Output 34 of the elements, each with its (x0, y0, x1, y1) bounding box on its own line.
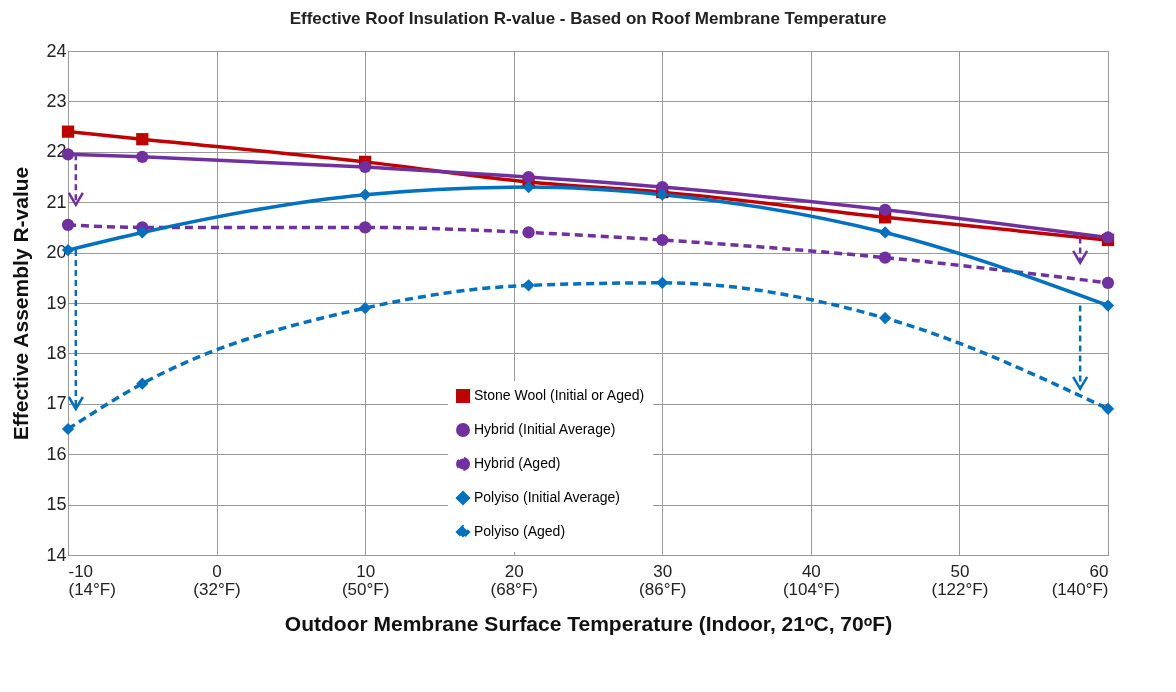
x-tick-label: 40 (801, 561, 821, 581)
y-tick-label: 18 (46, 342, 67, 363)
x2-tick-label: (140°F) (1051, 579, 1109, 599)
legend-label: Stone Wool (Initial or Aged) (474, 387, 645, 403)
y-tick-label: 23 (46, 90, 67, 111)
y-tick-label: 24 (46, 40, 67, 61)
chart-title: Effective Roof Insulation R-value - Based on Roof Membrane Temperature (289, 9, 887, 28)
x2-tick-label: (86°F) (639, 579, 687, 599)
x-tick-label: 10 (356, 561, 376, 581)
legend-label: Hybrid (Aged) (474, 455, 561, 471)
legend-label: Polyiso (Aged) (474, 523, 566, 539)
x2-tick-label: (68°F) (490, 579, 538, 599)
y-tick-label: 14 (46, 544, 67, 565)
x2-tick-label: (50°F) (341, 579, 390, 599)
x-tick-label: 20 (504, 561, 524, 581)
y-tick-label: 15 (46, 494, 67, 515)
legend-label: Hybrid (Initial Average) (474, 421, 616, 437)
x2-tick-label: (14°F) (68, 579, 116, 599)
x-tick-label: 60 (1089, 561, 1109, 581)
x-tick-label: 0 (212, 561, 222, 581)
x-tick-label: 30 (653, 561, 673, 581)
y-axis-title: Effective Assembly R-value (9, 166, 33, 441)
y-tick-label: 19 (46, 292, 67, 313)
x-tick-label: 50 (950, 561, 970, 581)
y-tick-label: 21 (46, 191, 67, 212)
y-tick-label: 16 (46, 443, 67, 464)
x-axis-title: Outdoor Membrane Surface Temperature (Indoor, 21ᵒC, 70ᵒF) (284, 611, 893, 635)
x2-tick-label: (32°F) (193, 579, 241, 599)
y-tick-label: 22 (46, 141, 67, 162)
y-tick-label: 17 (46, 393, 67, 414)
x-tick-label: -10 (68, 561, 94, 581)
legend-label: Polyiso (Initial Average) (474, 489, 621, 505)
x2-tick-label: (122°F) (931, 579, 989, 599)
x2-tick-label: (104°F) (782, 579, 840, 599)
